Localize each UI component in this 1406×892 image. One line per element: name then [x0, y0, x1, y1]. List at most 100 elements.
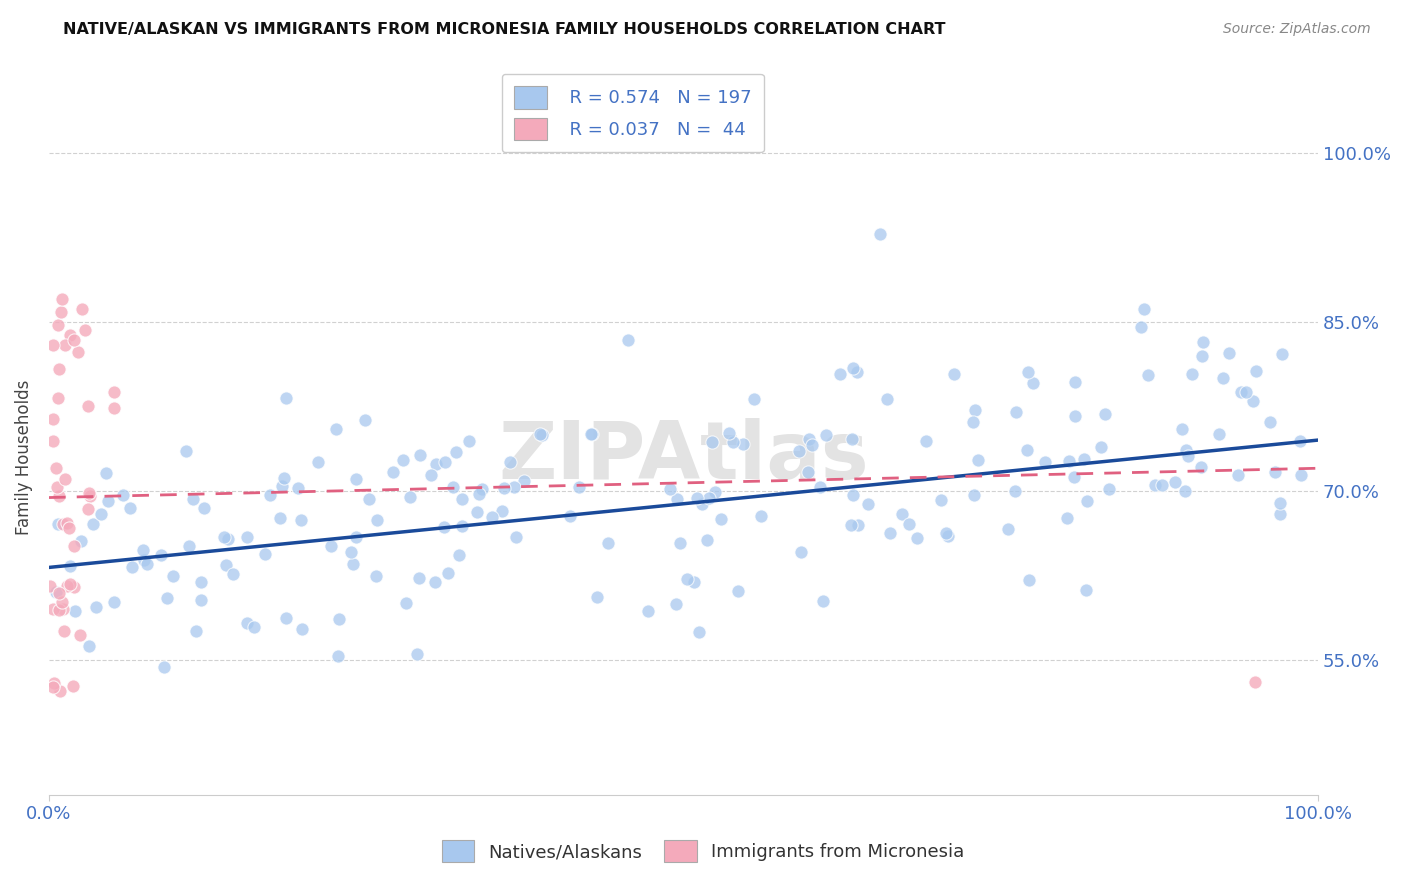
Point	[876, 392, 898, 406]
Point	[46, 392, 69, 406]
Point	[441, 480, 464, 494]
Point	[808, 480, 831, 494]
Point	[242, 620, 264, 634]
Point	[217, 533, 239, 547]
Point	[45, 461, 67, 475]
Point	[152, 660, 174, 674]
Point	[1004, 404, 1026, 418]
Point	[669, 536, 692, 550]
Point	[879, 526, 901, 541]
Point	[1181, 367, 1204, 381]
Point	[1289, 434, 1312, 449]
Text: Source: ZipAtlas.com: Source: ZipAtlas.com	[1223, 22, 1371, 37]
Point	[269, 511, 291, 525]
Point	[63, 604, 86, 618]
Point	[419, 467, 441, 482]
Point	[790, 544, 813, 558]
Point	[869, 227, 891, 241]
Point	[558, 509, 581, 524]
Point	[1022, 376, 1045, 390]
Point	[77, 486, 100, 500]
Point	[929, 492, 952, 507]
Point	[328, 611, 350, 625]
Point	[135, 557, 157, 571]
Point	[118, 500, 141, 515]
Point	[82, 516, 104, 531]
Point	[1137, 368, 1160, 382]
Point	[1208, 427, 1230, 442]
Point	[79, 489, 101, 503]
Point	[1212, 371, 1234, 385]
Point	[529, 427, 551, 442]
Point	[53, 338, 76, 352]
Point	[702, 435, 724, 450]
Point	[41, 337, 63, 351]
Point	[291, 622, 314, 636]
Point	[111, 488, 134, 502]
Point	[936, 529, 959, 543]
Point	[1171, 422, 1194, 436]
Point	[236, 615, 259, 630]
Point	[325, 422, 347, 436]
Point	[62, 679, 84, 693]
Point	[891, 508, 914, 522]
Point	[458, 434, 481, 448]
Point	[103, 385, 125, 400]
Point	[686, 491, 709, 505]
Point	[1164, 475, 1187, 489]
Point	[103, 401, 125, 416]
Point	[273, 471, 295, 485]
Text: ZIPAtlas: ZIPAtlas	[498, 418, 869, 496]
Point	[344, 472, 367, 486]
Point	[963, 402, 986, 417]
Point	[963, 488, 986, 502]
Point	[444, 445, 467, 459]
Point	[97, 494, 120, 508]
Point	[503, 480, 526, 494]
Point	[568, 480, 591, 494]
Point	[357, 492, 380, 507]
Point	[274, 391, 297, 405]
Point	[53, 472, 76, 486]
Point	[150, 548, 173, 562]
Point	[408, 571, 430, 585]
Point	[492, 481, 515, 495]
Point	[308, 455, 330, 469]
Point	[1234, 385, 1257, 400]
Point	[1094, 407, 1116, 421]
Point	[259, 488, 281, 502]
Point	[491, 504, 513, 518]
Point	[856, 497, 879, 511]
Point	[46, 318, 69, 332]
Point	[42, 676, 65, 690]
Point	[1152, 478, 1174, 492]
Point	[1017, 442, 1039, 457]
Point	[468, 486, 491, 500]
Point	[1064, 409, 1087, 424]
Point	[90, 508, 112, 522]
Point	[742, 392, 765, 407]
Point	[1226, 468, 1249, 483]
Point	[63, 333, 86, 347]
Point	[190, 593, 212, 607]
Point	[425, 457, 447, 471]
Point	[45, 480, 67, 494]
Point	[1076, 494, 1098, 508]
Point	[174, 444, 197, 458]
Point	[688, 624, 710, 639]
Point	[967, 453, 990, 467]
Point	[845, 365, 868, 379]
Point	[162, 569, 184, 583]
Point	[274, 611, 297, 625]
Point	[437, 566, 460, 580]
Point	[75, 323, 97, 337]
Point	[811, 593, 834, 607]
Point	[156, 591, 179, 605]
Point	[69, 628, 91, 642]
Point	[1244, 364, 1267, 378]
Point	[42, 411, 65, 425]
Point	[339, 545, 361, 559]
Point	[41, 601, 63, 615]
Point	[96, 466, 118, 480]
Point	[596, 536, 619, 550]
